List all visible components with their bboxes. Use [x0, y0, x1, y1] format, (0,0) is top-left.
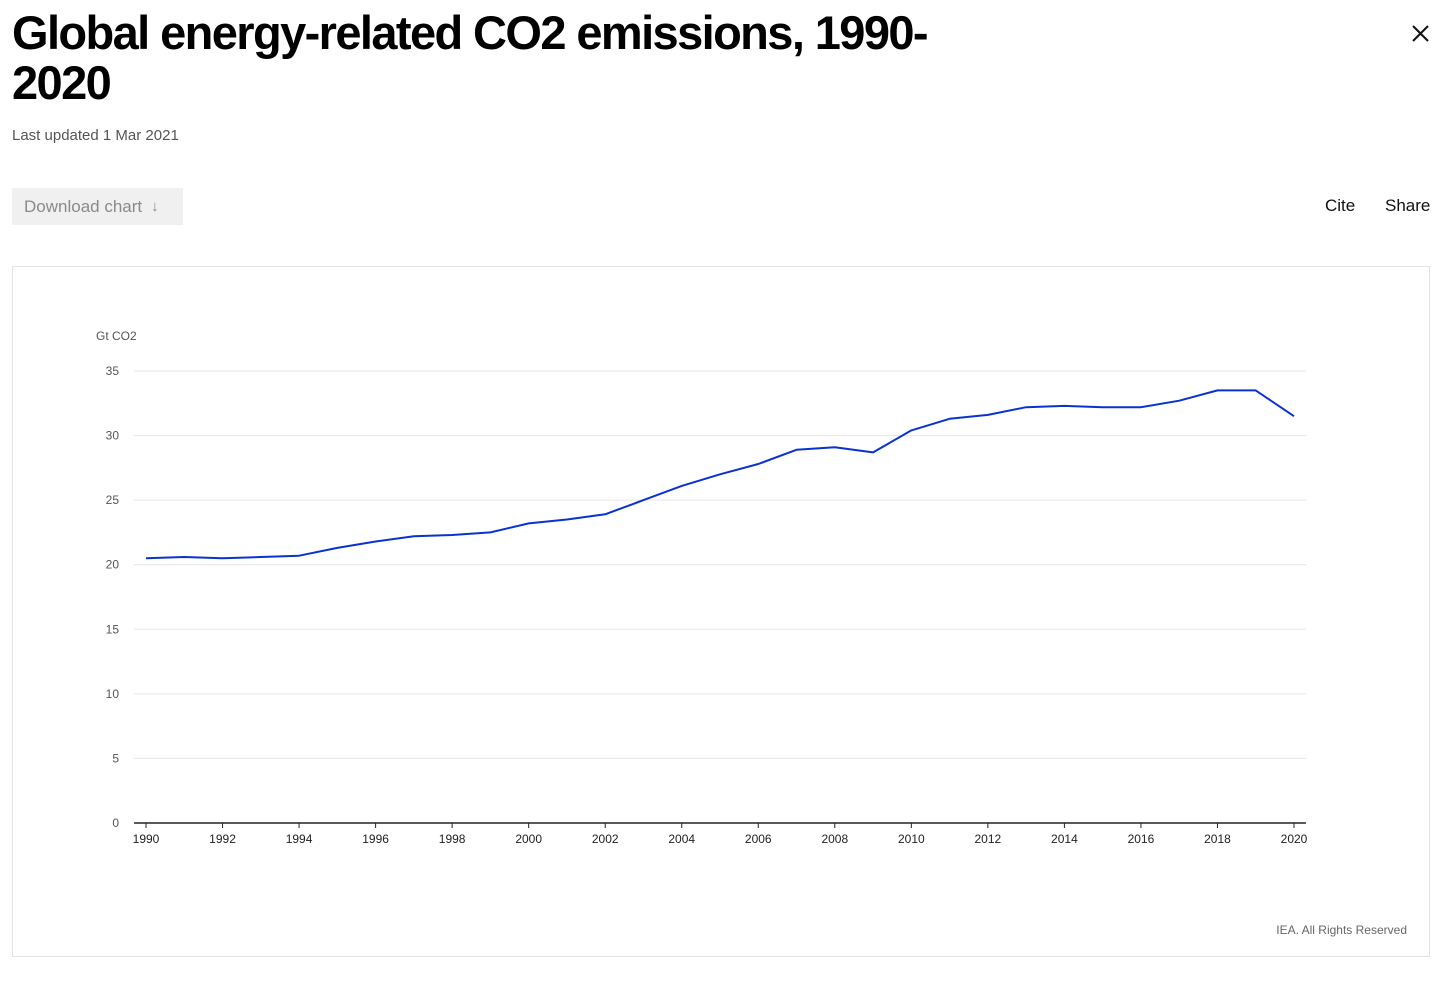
- data-point[interactable]: [141, 553, 151, 563]
- data-point[interactable]: [792, 445, 802, 455]
- data-point[interactable]: [447, 530, 457, 540]
- data-point[interactable]: [1212, 385, 1222, 395]
- y-tick-label: 20: [106, 558, 120, 572]
- data-point[interactable]: [1059, 401, 1069, 411]
- y-axis-title: Gt CO2: [96, 329, 137, 343]
- data-point[interactable]: [1136, 402, 1146, 412]
- x-tick-label: 2008: [821, 832, 848, 846]
- last-updated-text: Last updated 1 Mar 2021: [12, 127, 179, 144]
- close-icon[interactable]: [1406, 20, 1434, 48]
- download-chart-button[interactable]: Download chart ↓: [12, 188, 183, 225]
- data-point[interactable]: [715, 469, 725, 479]
- data-point[interactable]: [1021, 402, 1031, 412]
- data-point[interactable]: [524, 518, 534, 528]
- download-chart-label: Download chart: [24, 196, 143, 216]
- series-line: [145, 389, 1295, 560]
- y-tick-label: 0: [112, 816, 119, 830]
- x-tick-label: 1996: [362, 832, 389, 846]
- x-tick-label: 2020: [1281, 832, 1308, 846]
- data-point[interactable]: [179, 552, 189, 562]
- x-tick-label: 1990: [133, 832, 160, 846]
- chart-card: 0 5 10 15 20 25 30 35 Gt CO2 1990 1992 1994 1996 19…: [12, 266, 1430, 957]
- x-tick-label: 2004: [668, 832, 695, 846]
- data-point[interactable]: [256, 552, 266, 562]
- x-tick-label: 2000: [515, 832, 542, 846]
- data-point[interactable]: [638, 495, 648, 505]
- data-point[interactable]: [485, 527, 495, 537]
- data-point[interactable]: [371, 536, 381, 546]
- x-tick-label: 2010: [898, 832, 925, 846]
- data-point[interactable]: [218, 553, 228, 563]
- data-point[interactable]: [332, 543, 342, 553]
- data-point[interactable]: [868, 447, 878, 457]
- line-chart: 0 5 10 15 20 25 30 35 Gt CO2 1990 1992 1994 1996 19…: [96, 329, 1308, 846]
- chart-credit: IEA. All Rights Reserved: [1276, 923, 1407, 937]
- data-point[interactable]: [562, 515, 572, 525]
- y-tick-label: 25: [106, 493, 120, 507]
- cite-link[interactable]: Cite: [1325, 196, 1356, 215]
- data-point[interactable]: [1098, 402, 1108, 412]
- data-point[interactable]: [983, 410, 993, 420]
- share-link[interactable]: Share: [1385, 196, 1431, 215]
- data-point[interactable]: [753, 459, 763, 469]
- y-tick-label: 5: [112, 751, 119, 765]
- y-tick-label: 10: [106, 687, 120, 701]
- x-tick-label: 2002: [592, 832, 619, 846]
- x-tick-label: 1998: [439, 832, 466, 846]
- data-point[interactable]: [1174, 396, 1184, 406]
- y-tick-label: 30: [106, 429, 120, 443]
- page-title: Global energy-related CO2 emissions, 199…: [12, 6, 929, 109]
- data-point[interactable]: [945, 414, 955, 424]
- data-point[interactable]: [409, 531, 419, 541]
- data-point[interactable]: [294, 551, 304, 561]
- x-tick-label: 1992: [209, 832, 236, 846]
- x-tick-label: 2014: [1051, 832, 1078, 846]
- arrow-down-icon: ↓: [151, 198, 159, 215]
- x-tick-label: 2018: [1204, 832, 1231, 846]
- data-point[interactable]: [1251, 385, 1261, 395]
- data-point[interactable]: [830, 442, 840, 452]
- x-tick-label: 2006: [745, 832, 772, 846]
- x-tick-label: 1994: [286, 832, 313, 846]
- data-point[interactable]: [600, 509, 610, 519]
- data-point[interactable]: [906, 425, 916, 435]
- x-tick-label: 2012: [975, 832, 1002, 846]
- y-tick-label: 15: [106, 622, 120, 636]
- x-tick-label: 2016: [1128, 832, 1155, 846]
- data-point[interactable]: [677, 481, 687, 491]
- data-point[interactable]: [1289, 411, 1299, 421]
- y-tick-label: 35: [106, 364, 120, 378]
